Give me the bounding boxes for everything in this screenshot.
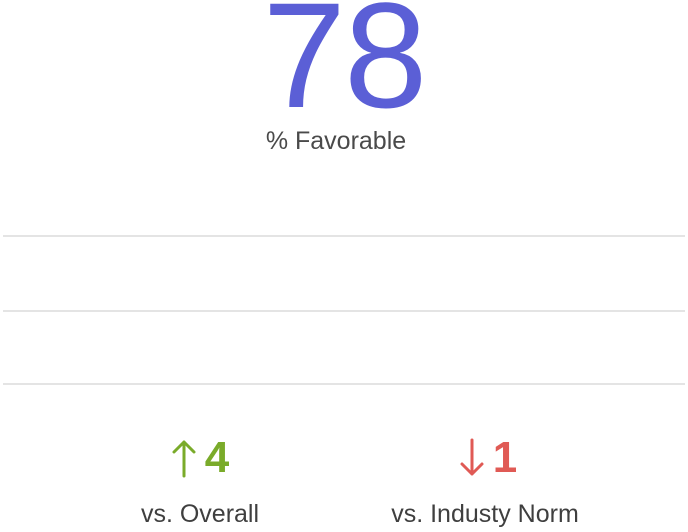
comparison-industry-norm-value: 1 (492, 433, 518, 482)
comparison-industry-norm: 1 (448, 432, 528, 484)
divider (3, 383, 685, 385)
comparison-overall-value: 4 (204, 433, 230, 482)
favorable-score: 78 (262, 0, 428, 139)
comparison-industry-norm-caption: vs. Industy Norm (391, 500, 579, 528)
divider (3, 310, 685, 312)
favorable-score-label: % Favorable (265, 127, 407, 155)
comparison-overall-caption: vs. Overall (140, 500, 260, 528)
arrow-up-icon (172, 440, 196, 478)
arrow-down-icon (460, 438, 484, 476)
comparison-overall: 4 (160, 432, 240, 484)
divider (3, 235, 685, 237)
